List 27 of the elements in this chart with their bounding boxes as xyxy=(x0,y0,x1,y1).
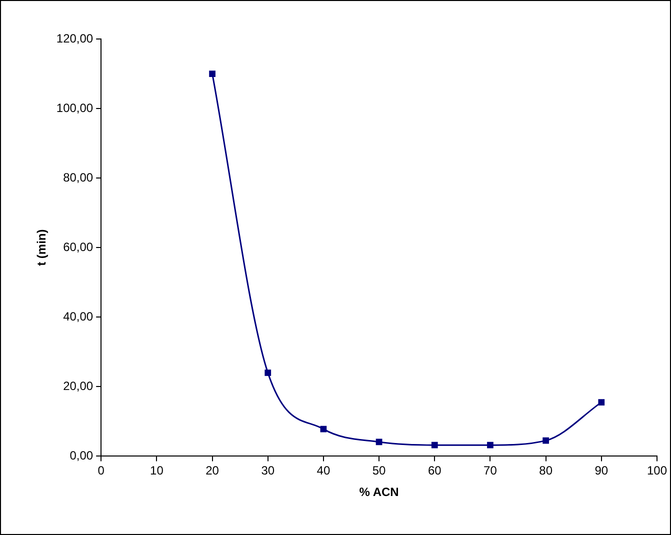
x-axis-title: % ACN xyxy=(359,485,399,500)
x-tick-label: 0 xyxy=(98,464,105,478)
x-tick-label: 70 xyxy=(484,464,498,478)
x-tick-label: 30 xyxy=(261,464,275,478)
point xyxy=(542,437,549,444)
y-axis-title: t (min) xyxy=(34,229,49,266)
point xyxy=(487,442,494,448)
y-tick-label: 60,00 xyxy=(63,240,94,254)
x-tick-label: 20 xyxy=(206,464,220,478)
x-tick-label: 10 xyxy=(150,464,164,478)
x-tick-label: 100 xyxy=(646,464,668,478)
point xyxy=(598,399,605,406)
y-tick-label: 20,00 xyxy=(63,378,94,393)
y-tick-label: 40,00 xyxy=(63,309,94,324)
y-tick-label: 100,00 xyxy=(56,100,94,115)
x-tick-label: 60 xyxy=(428,464,442,478)
y-tick-label: 80,00 xyxy=(63,170,94,184)
x-tick-label: 90 xyxy=(594,464,608,478)
point xyxy=(431,442,438,448)
x-tick-label: 80 xyxy=(539,464,553,478)
x-tick-label: 40 xyxy=(316,464,330,478)
point xyxy=(320,426,327,432)
point xyxy=(209,70,216,77)
y-tick-label: 120,00 xyxy=(56,31,94,46)
point xyxy=(264,370,272,376)
x-tick-label: 50 xyxy=(372,464,386,478)
y-tick-label: 0,00 xyxy=(70,448,94,463)
